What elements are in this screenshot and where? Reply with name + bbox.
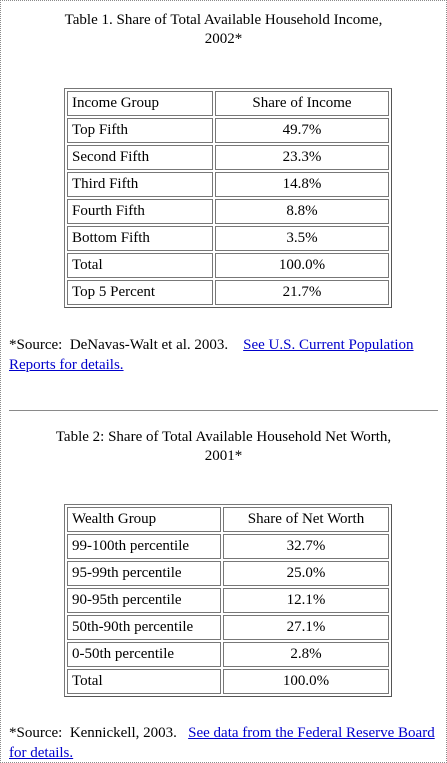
table-row: 0-50th percentile 2.8% — [67, 642, 389, 667]
row-label: 95-99th percentile — [67, 561, 221, 586]
row-label: 99-100th percentile — [67, 534, 221, 559]
row-value: 100.0% — [215, 253, 389, 278]
table1-caption: Table 1. Share of Total Available Househ… — [1, 11, 446, 49]
table2-caption: Table 2: Share of Total Available Househ… — [1, 428, 446, 466]
column-header-share-of-income: Share of Income — [215, 91, 389, 116]
table2-source-note: *Source: Kennickell, 2003. See data from… — [9, 723, 440, 763]
table-row: 99-100th percentile 32.7% — [67, 534, 389, 559]
row-label: 50th-90th percentile — [67, 615, 221, 640]
row-value: 3.5% — [215, 226, 389, 251]
row-label: 0-50th percentile — [67, 642, 221, 667]
table-row: 90-95th percentile 12.1% — [67, 588, 389, 613]
column-header-wealth-group: Wealth Group — [67, 507, 221, 532]
row-label: Total — [67, 253, 213, 278]
row-value: 25.0% — [223, 561, 389, 586]
row-value: 12.1% — [223, 588, 389, 613]
table-row: Top Fifth 49.7% — [67, 118, 389, 143]
table-header-row: Wealth Group Share of Net Worth — [67, 507, 389, 532]
table-row: Bottom Fifth 3.5% — [67, 226, 389, 251]
table-row: Top 5 Percent 21.7% — [67, 280, 389, 305]
row-value: 27.1% — [223, 615, 389, 640]
column-header-income-group: Income Group — [67, 91, 213, 116]
row-value: 8.8% — [215, 199, 389, 224]
row-value: 32.7% — [223, 534, 389, 559]
income-share-table: Income Group Share of Income Top Fifth 4… — [64, 88, 392, 308]
row-label: Third Fifth — [67, 172, 213, 197]
table1-source-note: *Source: DeNavas-Walt et al. 2003. See U… — [9, 335, 440, 375]
row-label: Top 5 Percent — [67, 280, 213, 305]
row-label: 90-95th percentile — [67, 588, 221, 613]
table-row: Second Fifth 23.3% — [67, 145, 389, 170]
row-value: 49.7% — [215, 118, 389, 143]
row-value: 14.8% — [215, 172, 389, 197]
census-reports-link[interactable]: See U.S. Current Population Reports for … — [9, 337, 414, 373]
table-row: Total 100.0% — [67, 669, 389, 694]
table1-caption-line2: 2002* — [204, 31, 243, 47]
table1-caption-line1: Table 1. Share of Total Available Househ… — [64, 12, 383, 28]
table-row: 50th-90th percentile 27.1% — [67, 615, 389, 640]
row-label: Bottom Fifth — [67, 226, 213, 251]
table-row: 95-99th percentile 25.0% — [67, 561, 389, 586]
table2-caption-line1: Table 2: Share of Total Available Househ… — [55, 429, 392, 445]
row-value: 100.0% — [223, 669, 389, 694]
table-header-row: Income Group Share of Income — [67, 91, 389, 116]
row-label: Total — [67, 669, 221, 694]
table2-caption-line2: 2001* — [204, 448, 243, 464]
column-header-share-of-net-worth: Share of Net Worth — [223, 507, 389, 532]
table1-source-text: *Source: DeNavas-Walt et al. 2003. — [9, 337, 244, 353]
net-worth-share-table: Wealth Group Share of Net Worth 99-100th… — [64, 504, 392, 697]
row-label: Second Fifth — [67, 145, 213, 170]
row-value: 2.8% — [223, 642, 389, 667]
section-divider — [9, 410, 438, 411]
table2-source-text: *Source: Kennickell, 2003. — [9, 725, 189, 741]
federal-reserve-data-link[interactable]: See data from the Federal Reserve Board … — [9, 725, 435, 761]
row-label: Top Fifth — [67, 118, 213, 143]
table-row: Fourth Fifth 8.8% — [67, 199, 389, 224]
row-value: 23.3% — [215, 145, 389, 170]
row-label: Fourth Fifth — [67, 199, 213, 224]
table-row: Third Fifth 14.8% — [67, 172, 389, 197]
table-row: Total 100.0% — [67, 253, 389, 278]
row-value: 21.7% — [215, 280, 389, 305]
